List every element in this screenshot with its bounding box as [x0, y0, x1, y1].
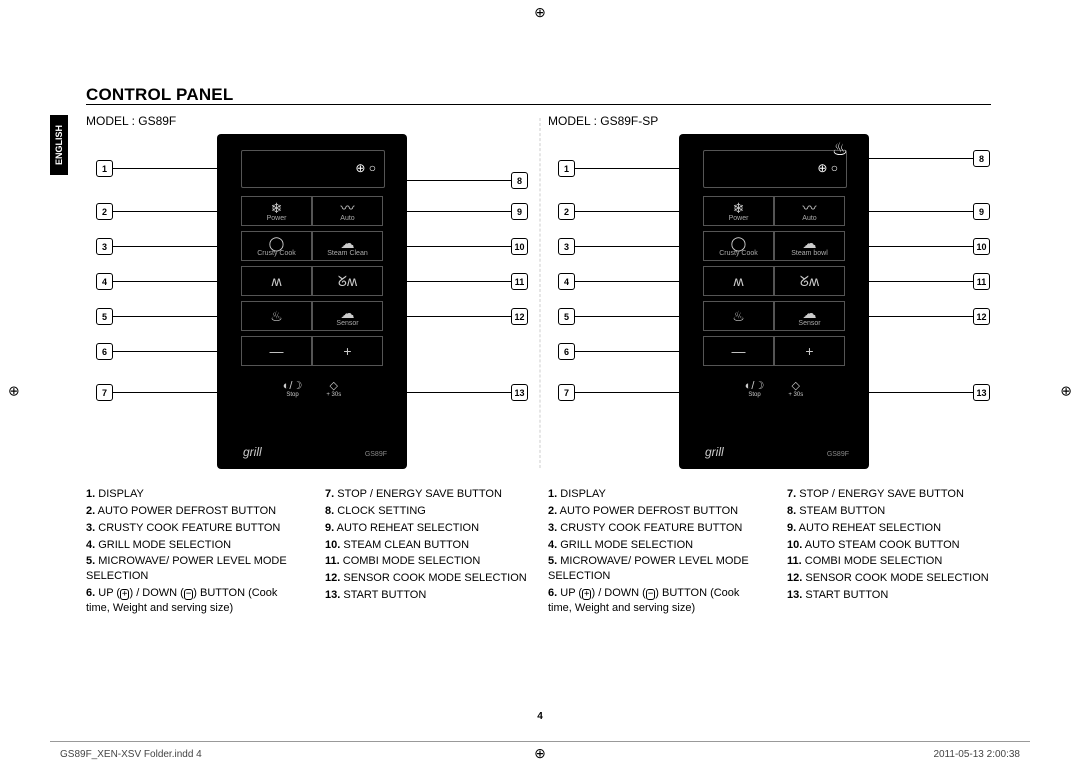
legend-entry: 6. UP (+) / DOWN (−) BUTTON (Cook time, … [86, 586, 299, 616]
legend-entry: 12. SENSOR COOK MODE SELECTION [787, 571, 1000, 586]
legend-entry: 3. CRUSTY COOK FEATURE BUTTON [548, 521, 761, 536]
legend: 1. DISPLAY 2. AUTO POWER DEFROST BUTTON 3.… [86, 485, 538, 618]
legend-entry: 13. START BUTTON [325, 588, 538, 603]
legend-column: 7. STOP / ENERGY SAVE BUTTON 8. STEAM BUT… [787, 485, 1000, 618]
callout-4: 4 [96, 273, 221, 290]
legend-entry: 2. AUTO POWER DEFROST BUTTON [548, 504, 761, 519]
legend-entry: 7. STOP / ENERGY SAVE BUTTON [325, 487, 538, 502]
callout-3: 3 [96, 238, 221, 255]
legend-entry: 2. AUTO POWER DEFROST BUTTON [86, 504, 299, 519]
legend-entry: 11. COMBI MODE SELECTION [787, 554, 1000, 569]
legend-entry: 9. AUTO REHEAT SELECTION [787, 521, 1000, 536]
callout-5: 5 [558, 308, 683, 325]
title-rule [86, 104, 991, 105]
legend-entry: 10. AUTO STEAM COOK BUTTON [787, 538, 1000, 553]
legend-column: 7. STOP / ENERGY SAVE BUTTON 8. CLOCK SET… [325, 485, 538, 618]
legend-column: 1. DISPLAY 2. AUTO POWER DEFROST BUTTON 3.… [548, 485, 761, 618]
callout-6: 6 [558, 343, 683, 360]
callout-4: 4 [558, 273, 683, 290]
legend-entry: 9. AUTO REHEAT SELECTION [325, 521, 538, 536]
fold-guide [540, 118, 541, 468]
reg-mark-left: ⊕ [8, 383, 20, 400]
callout-8: 8 [865, 150, 990, 167]
callout-2: 2 [558, 203, 683, 220]
reg-mark-top: ⊕ [534, 4, 546, 21]
legend-entry: 12. SENSOR COOK MODE SELECTION [325, 571, 538, 586]
legend-entry: 1. DISPLAY [548, 487, 761, 502]
page-number: 4 [537, 711, 543, 722]
legend-entry: 4. GRILL MODE SELECTION [548, 538, 761, 553]
callout-13: 13 [865, 384, 990, 401]
legend-entry: 10. STEAM CLEAN BUTTON [325, 538, 538, 553]
legend: 1. DISPLAY 2. AUTO POWER DEFROST BUTTON 3.… [548, 485, 1000, 618]
legend-entry: 1. DISPLAY [86, 487, 299, 502]
page-title: CONTROL PANEL [86, 85, 233, 105]
reg-mark-bottom: ⊕ [534, 745, 546, 762]
callout-2: 2 [96, 203, 221, 220]
callout-1: 1 [558, 160, 683, 177]
callout-12: 12 [865, 308, 990, 325]
legend-entry: 13. START BUTTON [787, 588, 1000, 603]
footer-rule [50, 741, 1030, 742]
callout-3: 3 [558, 238, 683, 255]
callout-1: 1 [96, 160, 221, 177]
legend-entry: 8. STEAM BUTTON [787, 504, 1000, 519]
callout-6: 6 [96, 343, 221, 360]
callout-11: 11 [403, 273, 528, 290]
language-tab: ENGLISH [50, 115, 68, 175]
legend-entry: 3. CRUSTY COOK FEATURE BUTTON [86, 521, 299, 536]
footer-filename: GS89F_XEN-XSV Folder.indd 4 [60, 749, 202, 760]
control-panel-diagram: ⊕ ○ ♨ ❄︎Power〰Auto◯Crusty Cook☁Steam bow… [548, 134, 1000, 479]
legend-entry: 6. UP (+) / DOWN (−) BUTTON (Cook time, … [548, 586, 761, 616]
legend-entry: 8. CLOCK SETTING [325, 504, 538, 519]
reg-mark-right: ⊕ [1060, 383, 1072, 400]
legend-entry: 7. STOP / ENERGY SAVE BUTTON [787, 487, 1000, 502]
legend-column: 1. DISPLAY 2. AUTO POWER DEFROST BUTTON 3.… [86, 485, 299, 618]
legend-entry: 5. MICROWAVE/ POWER LEVEL MODE SELECTION [548, 554, 761, 584]
callout-12: 12 [403, 308, 528, 325]
model-title: MODEL : GS89F [86, 114, 538, 128]
legend-entry: 11. COMBI MODE SELECTION [325, 554, 538, 569]
control-panel-diagram: ⊕ ○ ❄︎Power〰Auto◯Crusty Cook☁Steam Clean… [86, 134, 538, 479]
callout-9: 9 [403, 203, 528, 220]
callout-10: 10 [403, 238, 528, 255]
callout-5: 5 [96, 308, 221, 325]
callout-10: 10 [865, 238, 990, 255]
callout-7: 7 [96, 384, 221, 401]
callout-13: 13 [403, 384, 528, 401]
legend-entry: 5. MICROWAVE/ POWER LEVEL MODE SELECTION [86, 554, 299, 584]
callout-8: 8 [403, 172, 528, 189]
callout-11: 11 [865, 273, 990, 290]
legend-entry: 4. GRILL MODE SELECTION [86, 538, 299, 553]
callout-9: 9 [865, 203, 990, 220]
footer-timestamp: 2011-05-13 2:00:38 [933, 749, 1020, 760]
model-title: MODEL : GS89F-SP [548, 114, 1000, 128]
callout-7: 7 [558, 384, 683, 401]
